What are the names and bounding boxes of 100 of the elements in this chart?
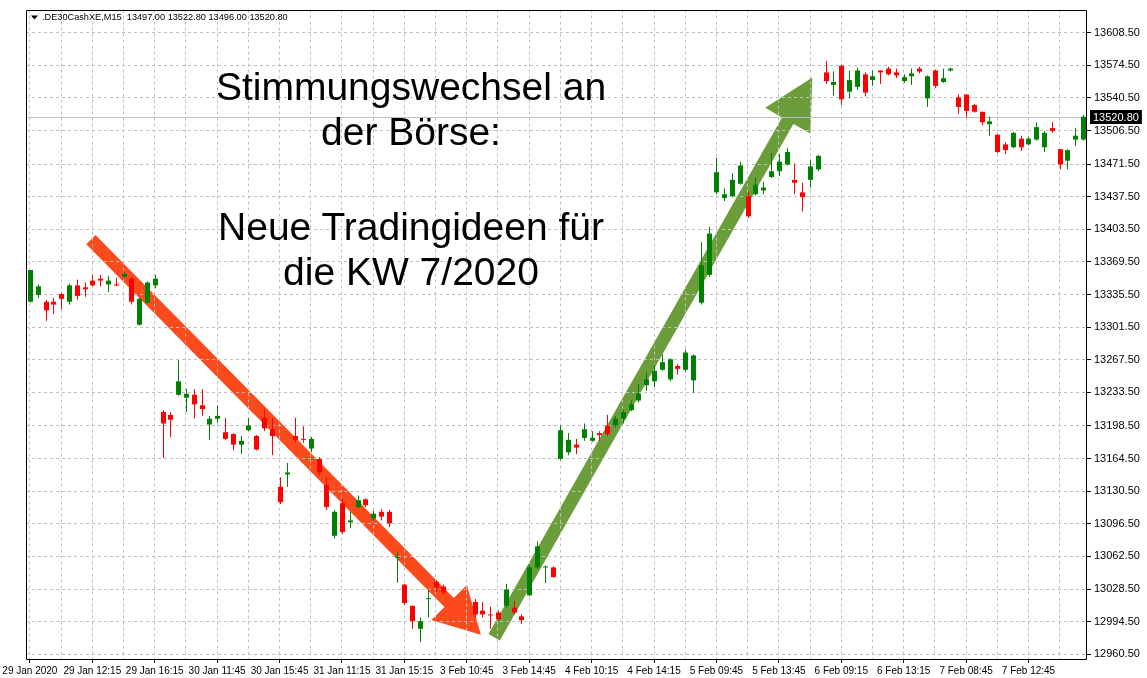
candlestick [270, 417, 275, 456]
y-tick-label: 13233.50 [1094, 385, 1140, 398]
y-tick-label: 13437.50 [1094, 189, 1140, 202]
x-tick-label: 29 Jan 12:15 [63, 664, 122, 676]
x-tick-label: 4 Feb 14:15 [627, 664, 682, 676]
y-tick-label: 13164.50 [1094, 451, 1140, 464]
candlestick [746, 190, 751, 219]
candlestick [44, 299, 49, 322]
candlestick [67, 282, 72, 306]
candlestick [831, 70, 836, 96]
candlestick [395, 550, 400, 584]
y-tick-label: 13540.50 [1094, 90, 1140, 103]
candlestick [1042, 130, 1047, 153]
candlestick [192, 388, 197, 420]
x-tick-label: 29 Jan 2020 [2, 664, 58, 676]
candlestick [184, 388, 189, 413]
candlestick [652, 364, 657, 388]
candlestick [200, 388, 205, 417]
candlestick [161, 409, 166, 459]
candlestick [863, 71, 868, 97]
y-tick-label: 13028.50 [1094, 582, 1140, 595]
y-tick-label: 13096.50 [1094, 516, 1140, 529]
y-tick-label: 12994.50 [1094, 614, 1140, 627]
candlestick [543, 565, 548, 584]
candlestick [285, 462, 290, 488]
candlestick [402, 583, 407, 606]
candlestick [792, 163, 797, 195]
y-tick-label: 13471.50 [1094, 157, 1140, 170]
candlestick [168, 411, 173, 438]
annotation: Neue Tradingideen für die KW 7/2020 [217, 204, 605, 294]
y-tick-label: 13130.50 [1094, 484, 1140, 497]
candlestick [278, 476, 283, 505]
candlestick [473, 598, 478, 618]
candlestick [332, 509, 337, 540]
candlestick [730, 172, 735, 198]
candlestick [933, 69, 938, 89]
candlestick [504, 583, 509, 609]
candlestick [223, 417, 228, 441]
candlestick [777, 153, 782, 177]
candlestick [683, 349, 688, 373]
candlestick [317, 456, 322, 476]
y-tick-label: 13369.50 [1094, 254, 1140, 267]
candlestick [738, 161, 743, 186]
candlestick [956, 94, 961, 115]
candlestick [636, 383, 641, 403]
x-tick-label: 31 Jan 11:15 [313, 664, 371, 676]
candlestick [324, 476, 329, 511]
x-tick-label: 3 Feb 10:45 [440, 664, 494, 676]
x-tick-label: 30 Jan 11:45 [188, 664, 247, 676]
x-tick-label: 6 Feb 09:15 [814, 664, 869, 676]
candlestick [668, 357, 673, 382]
y-tick-label: 13267.50 [1094, 352, 1140, 365]
candlestick [293, 417, 298, 444]
candlestick [1073, 127, 1078, 147]
y-tick-label: 13335.50 [1094, 287, 1140, 300]
candlestick [847, 70, 852, 99]
y-tick-label: 13574.50 [1094, 58, 1140, 71]
x-tick-label: 5 Feb 13:45 [752, 664, 806, 676]
candlestick [925, 74, 930, 108]
candlestick [418, 616, 423, 643]
y-tick-label: 13062.50 [1094, 549, 1140, 562]
x-tick-label: 7 Feb 12:45 [1001, 664, 1056, 676]
x-tick-label: 7 Feb 08:45 [939, 664, 994, 676]
x-tick-label: 5 Feb 09:45 [689, 664, 744, 676]
candlestick [1058, 148, 1063, 170]
candlestick [566, 432, 571, 456]
x-tick-label: 30 Jan 15:45 [250, 664, 309, 676]
candlestick [808, 159, 813, 189]
x-tick-label: 29 Jan 16:15 [125, 664, 185, 676]
chart-title: .DE30CashXE,M15 13497.00 13522.80 13496.00 13520.80 [42, 11, 288, 23]
candlestick [301, 425, 306, 444]
candlestick [644, 372, 649, 392]
y-tick-label: 13403.50 [1094, 222, 1140, 235]
y-tick-label: 13198.50 [1094, 418, 1140, 431]
y-tick-label: 13608.50 [1094, 25, 1140, 38]
candlestick [262, 408, 267, 432]
x-tick-label: 31 Jan 15:15 [375, 664, 434, 676]
y-tick-label: 13301.50 [1094, 320, 1140, 333]
candlestick [605, 414, 610, 437]
candlestick [1065, 148, 1070, 170]
candlestick [535, 541, 540, 570]
y-tick-label: 12960.50 [1094, 647, 1140, 660]
candlestick [239, 435, 244, 455]
candlestick [714, 157, 719, 195]
candlestick [855, 67, 860, 91]
candlestick [987, 116, 992, 137]
candlestick [964, 94, 969, 119]
x-tick-label: 6 Feb 13:15 [876, 664, 931, 676]
candlestick [995, 133, 1000, 154]
candlestick [824, 60, 829, 85]
ref-line-label: 13520.80 [1093, 110, 1139, 123]
candlestick [129, 276, 134, 306]
candlestick [1034, 121, 1039, 142]
annotation: Stimmungswechsel an der Börse: [214, 64, 608, 154]
x-tick-label: 4 Feb 10:15 [564, 664, 619, 676]
candlestick [800, 182, 805, 213]
candlestick [145, 281, 150, 305]
candlestick [488, 606, 493, 630]
candlestick [176, 359, 181, 397]
candlestick [426, 588, 431, 618]
